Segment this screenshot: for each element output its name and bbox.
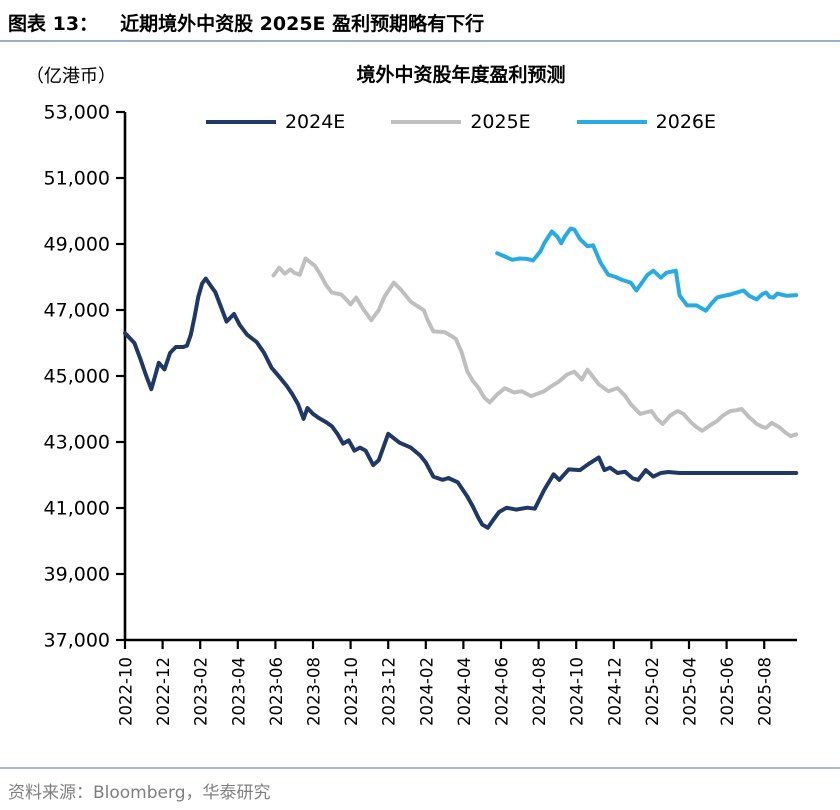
svg-text:2023-06: 2023-06 (267, 657, 286, 726)
svg-text:2024-08: 2024-08 (530, 657, 549, 726)
svg-text:51,000: 51,000 (44, 168, 110, 190)
svg-text:47,000: 47,000 (44, 300, 110, 322)
svg-text:45,000: 45,000 (44, 366, 110, 388)
svg-text:2022-12: 2022-12 (154, 657, 173, 726)
footer-divider (0, 767, 840, 769)
svg-text:2024-06: 2024-06 (493, 657, 512, 726)
svg-text:2025-08: 2025-08 (756, 657, 775, 726)
header-divider (0, 40, 840, 42)
svg-text:2025-02: 2025-02 (643, 657, 662, 726)
svg-text:2023-10: 2023-10 (342, 657, 361, 726)
legend-item-2025e: 2025E (391, 111, 531, 133)
svg-text:2023-12: 2023-12 (380, 657, 399, 726)
line-swatch-icon (205, 120, 276, 124)
svg-text:2024-02: 2024-02 (417, 657, 436, 726)
line-swatch-icon (391, 120, 462, 124)
svg-text:39,000: 39,000 (44, 564, 110, 586)
legend-label: 2024E (284, 111, 346, 133)
figure-title: 近期境外中资股 2025E 盈利预期略有下行 (120, 13, 485, 35)
chart-legend: 2024E 2025E 2026E (125, 111, 797, 133)
svg-text:2024-04: 2024-04 (455, 657, 474, 726)
svg-text:2025-06: 2025-06 (718, 657, 737, 726)
figure-header: 图表 13： 近期境外中资股 2025E 盈利预期略有下行 (8, 9, 484, 36)
svg-text:37,000: 37,000 (44, 630, 110, 652)
legend-item-2024e: 2024E (205, 111, 346, 133)
svg-text:2024-12: 2024-12 (605, 657, 624, 726)
chart-title: 境外中资股年度盈利预测 (356, 64, 566, 86)
source-note: 资料来源：Bloomberg，华泰研究 (8, 783, 271, 803)
legend-label: 2026E (655, 111, 717, 133)
svg-text:2023-02: 2023-02 (192, 657, 211, 726)
svg-text:41,000: 41,000 (44, 498, 110, 520)
legend-label: 2025E (470, 111, 531, 133)
svg-text:43,000: 43,000 (44, 432, 110, 454)
svg-text:2024-10: 2024-10 (568, 657, 587, 726)
svg-text:49,000: 49,000 (44, 234, 110, 256)
svg-text:2022-10: 2022-10 (117, 657, 136, 726)
line-swatch-icon (576, 120, 647, 124)
svg-text:2023-08: 2023-08 (305, 657, 324, 726)
figure-number-label: 图表 13： (8, 13, 99, 35)
svg-text:2025-04: 2025-04 (681, 657, 700, 726)
svg-text:53,000: 53,000 (44, 102, 110, 124)
axis-unit-label: （亿港币） (26, 66, 116, 87)
svg-text:2023-04: 2023-04 (229, 657, 248, 726)
legend-item-2026e: 2026E (576, 111, 717, 133)
